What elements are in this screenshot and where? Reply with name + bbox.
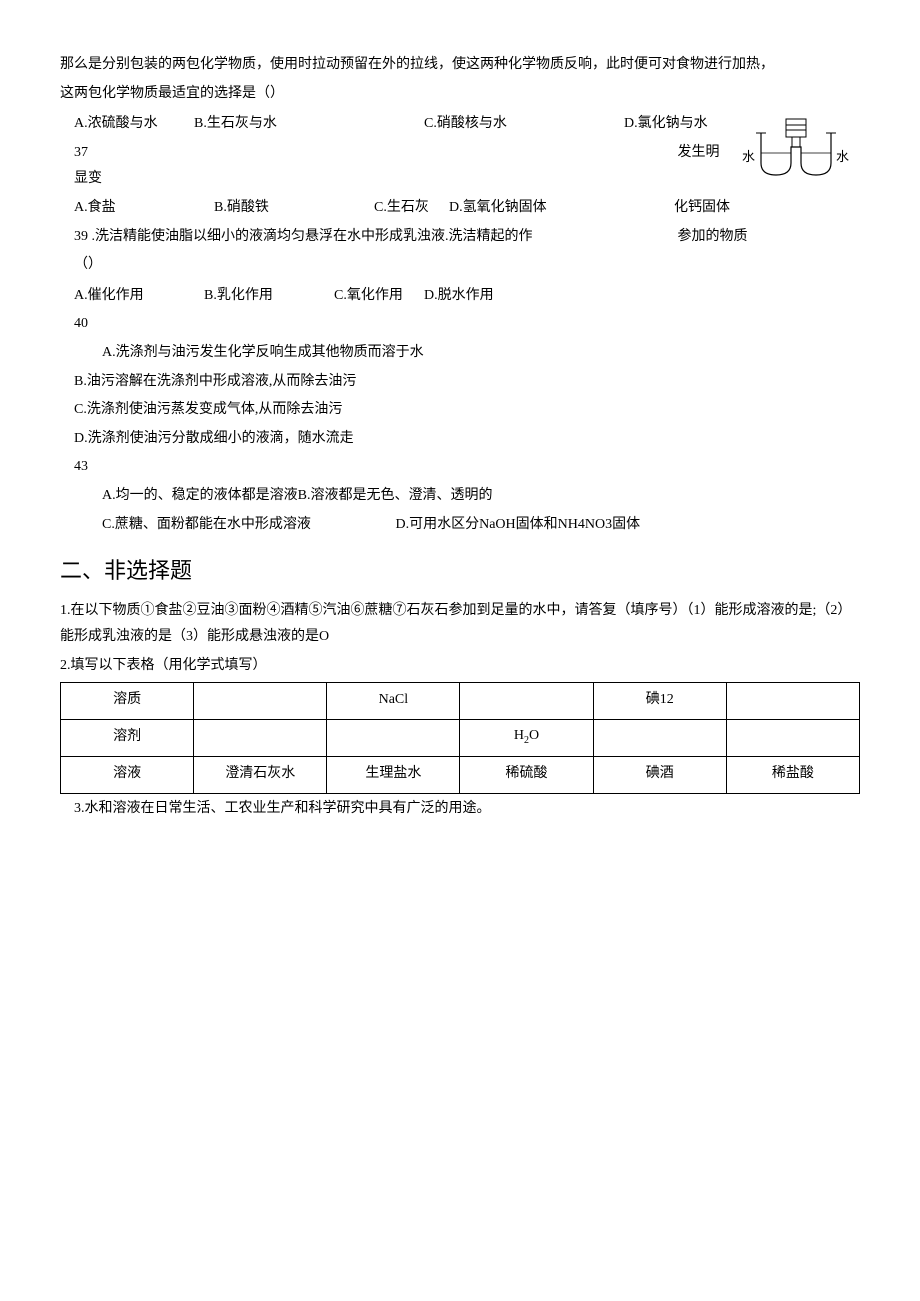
non-choice-q1: 1.在以下物质①食盐②豆油③面粉④酒精⑤汽油⑥蔗糖⑦石灰石参加到足量的水中，请答…	[60, 598, 860, 651]
q37-options: A.食盐 B.硝酸铁 C.生石灰 D.氢氧化钠固体 化钙固体	[60, 195, 860, 222]
q37-opt-b: B.硝酸铁	[214, 195, 374, 222]
q39-text: 39 .洗洁精能使油脂以细小的液滴均匀悬浮在水中形成乳浊液.洗洁精起的作	[74, 224, 674, 251]
cell-r3c2: 澄清石灰水	[194, 756, 327, 793]
q40-opt-d: D.洗涤剂使油污分散成细小的液滴，随水流走	[60, 426, 860, 453]
q37-opt-c: C.生石灰	[374, 195, 449, 222]
intro-line-1: 那么是分别包装的两包化学物质，使用时拉动预留在外的拉线，使这两种化学物质反响，此…	[60, 52, 860, 79]
table-row: 溶剂 H2O	[61, 719, 860, 756]
q40-opt-c: C.洗涤剂使油污蒸发变成气体,从而除去油污	[60, 397, 860, 424]
q40-opt-b: B.油污溶解在洗涤剂中形成溶液,从而除去油污	[60, 369, 860, 396]
cell-r1c2	[194, 682, 327, 719]
q39-paren: （）	[60, 252, 860, 279]
q39-opt-b: B.乳化作用	[204, 283, 334, 310]
q43-opt-b: B.溶液都是无色、澄清、透明的	[298, 488, 493, 503]
q43-opts-ab: A.均一的、稳定的液体都是溶液B.溶液都是无色、澄清、透明的	[60, 483, 860, 510]
q43-opt-c: C.蔗糖、面粉都能在水中形成溶液	[102, 512, 392, 539]
cell-r2c5	[593, 719, 726, 756]
table-row: 溶液 澄清石灰水 生理盐水 稀硫酸 碘酒 稀盐酸	[61, 756, 860, 793]
diagram-label-left: 水	[742, 149, 755, 164]
q39-opt-d: D.脱水作用	[424, 283, 494, 310]
table-row: 溶质 NaCl 碘12	[61, 682, 860, 719]
q36-opt-a: A.浓硫酸与水	[74, 111, 194, 138]
q37-opt-d: D.氢氧化钠固体	[449, 195, 674, 222]
cell-r2c4: H2O	[460, 719, 593, 756]
solution-table: 溶质 NaCl 碘12 溶剂 H2O 溶液 澄清石灰水 生理盐水 稀硫酸 碘酒 …	[60, 682, 860, 794]
cell-r3c5: 碘酒	[593, 756, 726, 793]
cell-r1c3: NaCl	[327, 682, 460, 719]
cell-r1c6	[726, 682, 859, 719]
cell-r3c3: 生理盐水	[327, 756, 460, 793]
section-2-title: 二、非选择题	[60, 550, 860, 592]
q36-opt-d: D.氯化钠与水	[624, 111, 708, 138]
q43-opt-d: D.可用水区分NaOH固体和NH4NO3固体	[396, 517, 641, 532]
q36-opt-c: C.硝酸核与水	[424, 111, 624, 138]
q39-options: A.催化作用 B.乳化作用 C.氧化作用 D.脱水作用	[60, 283, 860, 310]
cell-r3c1: 溶液	[61, 756, 194, 793]
q37-number: 37	[74, 140, 674, 167]
q39-line: 39 .洗洁精能使油脂以细小的液滴均匀悬浮在水中形成乳浊液.洗洁精起的作 参加的…	[60, 224, 860, 251]
cell-r1c5: 碘12	[593, 682, 726, 719]
q43-opt-a: A.均一的、稳定的液体都是溶液	[102, 488, 298, 503]
cell-r2c6	[726, 719, 859, 756]
q40-opt-a: A.洗涤剂与油污发生化学反响生成其他物质而溶于水	[60, 340, 860, 367]
non-choice-q3: 3.水和溶液在日常生活、工农业生产和科学研究中具有广泛的用途。	[60, 796, 860, 823]
q38-tail: 化钙固体	[674, 195, 730, 222]
non-choice-q2: 2.填写以下表格（用化学式填写）	[60, 653, 860, 680]
intro-line-2: 这两包化学物质最适宜的选择是（）	[60, 81, 860, 108]
diagram-label-right: 水	[836, 149, 849, 164]
q36-opt-b: B.生石灰与水	[194, 111, 424, 138]
q43-opts-cd: C.蔗糖、面粉都能在水中形成溶液 D.可用水区分NaOH固体和NH4NO3固体	[60, 512, 860, 539]
cell-r2c2	[194, 719, 327, 756]
q36-options: A.浓硫酸与水 B.生石灰与水 C.硝酸核与水 D.氯化钠与水	[60, 111, 726, 138]
q39-opt-c: C.氧化作用	[334, 283, 424, 310]
cell-r2c1: 溶剂	[61, 719, 194, 756]
cell-r2c3	[327, 719, 460, 756]
cell-r1c1: 溶质	[61, 682, 194, 719]
cell-r3c6: 稀盐酸	[726, 756, 859, 793]
q39-opt-a: A.催化作用	[74, 283, 204, 310]
q37-opt-a: A.食盐	[74, 195, 214, 222]
u-tube-diagram: 水 水	[736, 113, 856, 183]
cell-r3c4: 稀硫酸	[460, 756, 593, 793]
q40-number: 40	[60, 311, 860, 338]
q43-number: 43	[60, 454, 860, 481]
cell-r1c4	[460, 682, 593, 719]
q39-tail: 参加的物质	[678, 229, 748, 244]
